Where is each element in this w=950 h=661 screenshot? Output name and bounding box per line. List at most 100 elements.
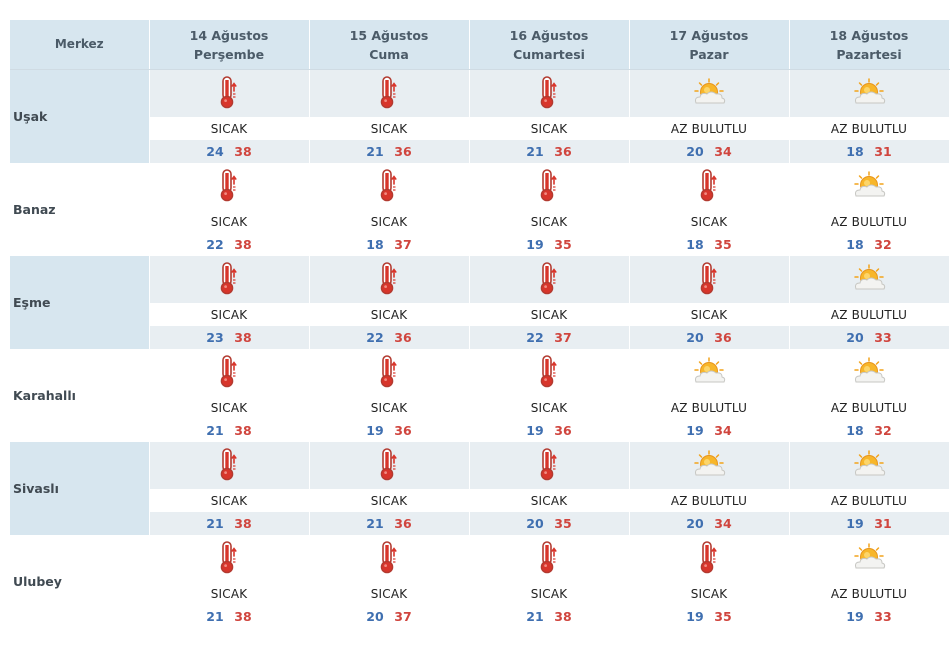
weather-icon-cell [309, 349, 470, 396]
low-temperature: 24 [206, 144, 224, 159]
high-temperature: 36 [394, 330, 412, 345]
low-temperature: 19 [526, 423, 544, 438]
weather-icon-cell [469, 256, 630, 303]
high-temperature: 35 [554, 516, 572, 531]
temperature-row: 21 38 20 37 21 38 19 35 19 33 [10, 605, 950, 628]
temperature-cell: 20 33 [789, 326, 950, 349]
day-date: 16 Ağustos [509, 27, 589, 43]
condition-text: SICAK [469, 489, 630, 512]
partly-cloudy-icon [849, 449, 889, 483]
high-temperature: 37 [394, 237, 412, 252]
temperature-row: 21 38 19 36 19 36 19 34 18 32 [10, 419, 950, 442]
low-temperature: 22 [366, 330, 384, 345]
day-header: 15 Ağustos Cuma [309, 20, 470, 70]
thermometer-hot-icon [218, 354, 240, 392]
low-temperature: 21 [526, 144, 544, 159]
thermometer-hot-icon [218, 261, 240, 299]
condition-text: AZ BULUTLU [789, 396, 950, 419]
low-temperature: 21 [206, 423, 224, 438]
temperature-cell: 20 35 [469, 512, 630, 535]
condition-text: SICAK [309, 489, 470, 512]
condition-text: AZ BULUTLU [789, 303, 950, 326]
temperature-cell: 19 36 [469, 419, 630, 442]
condition-row: SICAK SICAK SICAK AZ BULUTLU AZ BULUTLU [10, 396, 950, 419]
day-header: 17 Ağustos Pazar [629, 20, 790, 70]
weather-icon-cell [149, 163, 310, 210]
temperature-cell: 18 35 [629, 233, 790, 256]
low-temperature: 20 [686, 330, 704, 345]
temperature-cell: 19 35 [469, 233, 630, 256]
high-temperature: 37 [554, 330, 572, 345]
temperature-row: 23 38 22 36 22 37 20 36 20 33 [10, 326, 950, 349]
thermometer-hot-icon [538, 447, 560, 485]
location-name: Banaz [10, 163, 150, 256]
weather-icon-cell [309, 535, 470, 582]
condition-text: SICAK [309, 210, 470, 233]
condition-text: AZ BULUTLU [789, 117, 950, 140]
temperature-cell: 20 34 [629, 512, 790, 535]
condition-text: AZ BULUTLU [629, 489, 790, 512]
partly-cloudy-icon [849, 542, 889, 576]
high-temperature: 33 [874, 609, 892, 624]
condition-text: SICAK [469, 582, 630, 605]
weather-icon-cell [629, 442, 790, 489]
weather-icon-cell [789, 349, 950, 396]
day-date: 18 Ağustos [829, 27, 909, 43]
high-temperature: 34 [714, 516, 732, 531]
low-temperature: 19 [686, 609, 704, 624]
temperature-cell: 21 36 [309, 512, 470, 535]
temperature-cell: 20 37 [309, 605, 470, 628]
thermometer-hot-icon [218, 540, 240, 578]
high-temperature: 36 [714, 330, 732, 345]
weather-icon-cell [149, 69, 310, 117]
partly-cloudy-icon [689, 77, 729, 111]
location-name: Eşme [10, 256, 150, 349]
weather-icon-cell [149, 349, 310, 396]
location-name: Ulubey [10, 535, 150, 628]
high-temperature: 34 [714, 144, 732, 159]
thermometer-hot-icon [378, 354, 400, 392]
temperature-cell: 19 31 [789, 512, 950, 535]
weather-icon-cell [469, 442, 630, 489]
thermometer-hot-icon [378, 540, 400, 578]
high-temperature: 34 [714, 423, 732, 438]
weather-icon-cell [629, 256, 790, 303]
condition-text: SICAK [469, 117, 630, 140]
location-name: Sivaslı [10, 442, 150, 535]
location-row: Eşme [10, 256, 950, 349]
weather-icon-cell [309, 163, 470, 210]
weather-icon-cell [469, 163, 630, 210]
condition-text: SICAK [309, 117, 470, 140]
condition-text: AZ BULUTLU [789, 210, 950, 233]
day-weekday: Cuma [369, 46, 409, 62]
temperature-cell: 21 36 [309, 140, 470, 163]
weather-icon-cell [789, 535, 950, 582]
high-temperature: 33 [874, 330, 892, 345]
condition-text: AZ BULUTLU [629, 396, 790, 419]
high-temperature: 31 [874, 516, 892, 531]
day-weekday: Cumartesi [513, 46, 585, 62]
condition-row: SICAK SICAK SICAK SICAK AZ BULUTLU [10, 210, 950, 233]
low-temperature: 20 [686, 144, 704, 159]
thermometer-hot-icon [538, 261, 560, 299]
location-name: Karahallı [10, 349, 150, 442]
condition-text: SICAK [149, 582, 310, 605]
low-temperature: 20 [686, 516, 704, 531]
location-row: Karahallı [10, 349, 950, 442]
day-weekday: Pazartesi [836, 46, 902, 62]
low-temperature: 19 [686, 423, 704, 438]
temperature-cell: 21 36 [469, 140, 630, 163]
low-temperature: 20 [526, 516, 544, 531]
low-temperature: 19 [846, 516, 864, 531]
condition-text: SICAK [469, 210, 630, 233]
high-temperature: 36 [554, 144, 572, 159]
condition-row: SICAK SICAK SICAK AZ BULUTLU AZ BULUTLU [10, 489, 950, 512]
condition-text: SICAK [629, 303, 790, 326]
temperature-cell: 19 35 [629, 605, 790, 628]
weather-icon-cell [309, 442, 470, 489]
temperature-cell: 21 38 [149, 512, 310, 535]
condition-row: SICAK SICAK SICAK AZ BULUTLU AZ BULUTLU [10, 117, 950, 140]
weather-icon-cell [469, 535, 630, 582]
weather-icon-cell [629, 535, 790, 582]
high-temperature: 35 [714, 237, 732, 252]
